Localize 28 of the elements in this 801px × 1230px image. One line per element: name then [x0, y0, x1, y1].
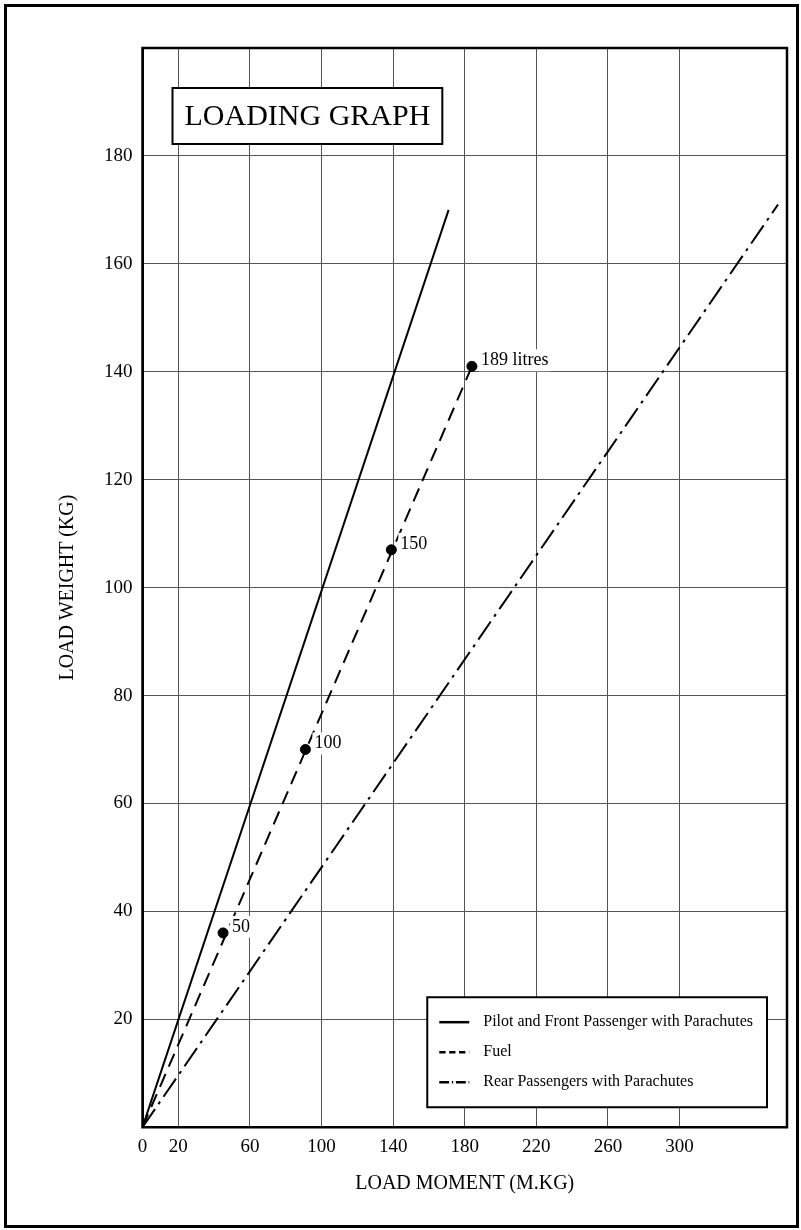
legend-label: Rear Passengers with Parachutes [483, 1072, 694, 1091]
legend-label: Pilot and Front Passenger with Parachutes [483, 1012, 754, 1031]
x-tick-label: 20 [168, 1134, 188, 1156]
y-tick-label: 80 [113, 683, 133, 705]
text: LOADING GRAPH [184, 97, 431, 131]
y-tick-label: 40 [113, 899, 133, 921]
x-tick-label: 180 [450, 1134, 479, 1156]
y-tick-label: 20 [113, 1007, 133, 1029]
annotation: 150 [400, 532, 428, 553]
x-tick-label: 0 [137, 1134, 148, 1156]
y-tick-label: 160 [104, 251, 133, 273]
x-tick-label: 220 [522, 1134, 551, 1156]
y-axis-title: LOAD WEIGHT (KG) [55, 494, 79, 681]
y-tick-label: 60 [113, 791, 133, 813]
y-tick-label: 100 [104, 575, 133, 597]
x-tick-label: 260 [593, 1134, 623, 1156]
x-tick-label: 60 [240, 1134, 260, 1156]
annotation: 50 [232, 915, 251, 936]
annotation: 100 [314, 732, 342, 753]
x-tick-label: 100 [307, 1134, 336, 1156]
x-axis-title: LOAD MOMENT (M.KG) [355, 1171, 575, 1195]
legend-label: Fuel [483, 1042, 513, 1060]
y-tick-label: 140 [104, 359, 133, 381]
x-tick-label: 140 [378, 1134, 408, 1156]
annotation: 189 litres [480, 349, 549, 370]
y-tick-label: 180 [104, 143, 133, 165]
y-tick-label: 120 [104, 467, 133, 489]
x-tick-label: 300 [665, 1134, 694, 1156]
